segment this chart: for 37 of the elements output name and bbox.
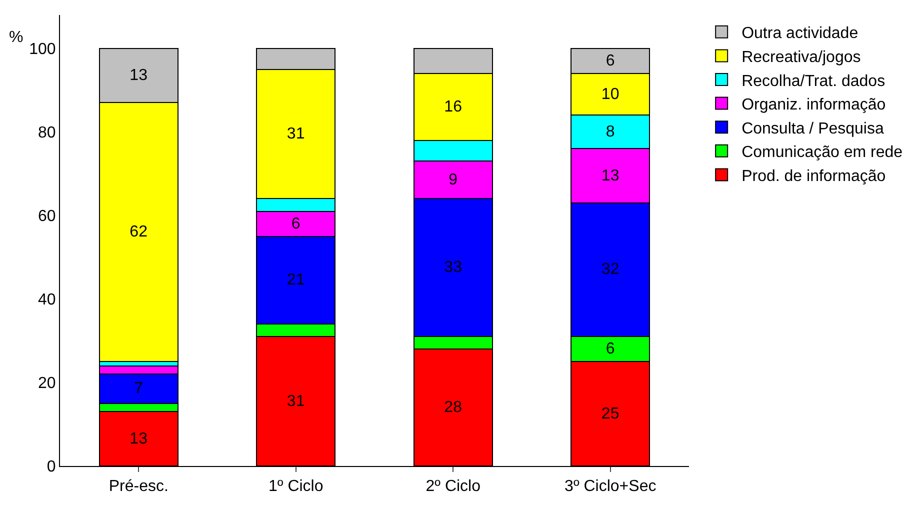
- data-label: 31: [286, 126, 305, 143]
- y-tick-label: 80: [38, 124, 56, 142]
- legend-label: Recreativa/jogos: [742, 48, 861, 66]
- data-label: 21: [286, 272, 305, 289]
- x-tick-label: Pré-esc.: [108, 478, 168, 496]
- data-label: 62: [130, 224, 148, 241]
- data-label: 28: [444, 399, 462, 416]
- data-label: 13: [130, 67, 148, 84]
- data-label: 6: [291, 215, 300, 232]
- data-label: 33: [444, 259, 462, 276]
- x-tick-label: 1º Ciclo: [268, 478, 324, 496]
- data-label: 10: [601, 86, 620, 103]
- y-tick-label: 0: [46, 458, 56, 476]
- legend-label: Organiz. informação: [742, 96, 886, 114]
- data-label: 32: [601, 261, 620, 278]
- data-label: 6: [606, 340, 615, 358]
- y-tick-label: 40: [38, 292, 56, 309]
- legend-label: Prod. de informação: [742, 168, 886, 185]
- legend-label: Consulta / Pesquisa: [742, 120, 884, 138]
- data-label: 9: [448, 171, 458, 188]
- data-label: 25: [601, 405, 620, 422]
- y-tick-label: 60: [38, 208, 56, 226]
- legend-label: Comunicação em rede: [742, 144, 903, 162]
- data-label: 13: [601, 167, 620, 184]
- data-label: 6: [606, 52, 615, 70]
- data-label: 16: [444, 98, 462, 116]
- y-tick-label: 20: [38, 375, 56, 392]
- data-label: 13: [130, 430, 148, 448]
- data-label: 7: [134, 380, 144, 398]
- legend-label: Outra actividade: [742, 25, 858, 42]
- x-tick-label: 2º Ciclo: [426, 478, 481, 496]
- y-tick-label: 100: [29, 41, 56, 58]
- data-label: 8: [606, 123, 615, 140]
- x-tick-label: 3º Ciclo+Sec: [564, 478, 656, 496]
- legend-label: Recolha/Trat. dados: [742, 72, 886, 90]
- y-axis-title: %: [9, 29, 24, 46]
- data-label: 31: [286, 392, 305, 410]
